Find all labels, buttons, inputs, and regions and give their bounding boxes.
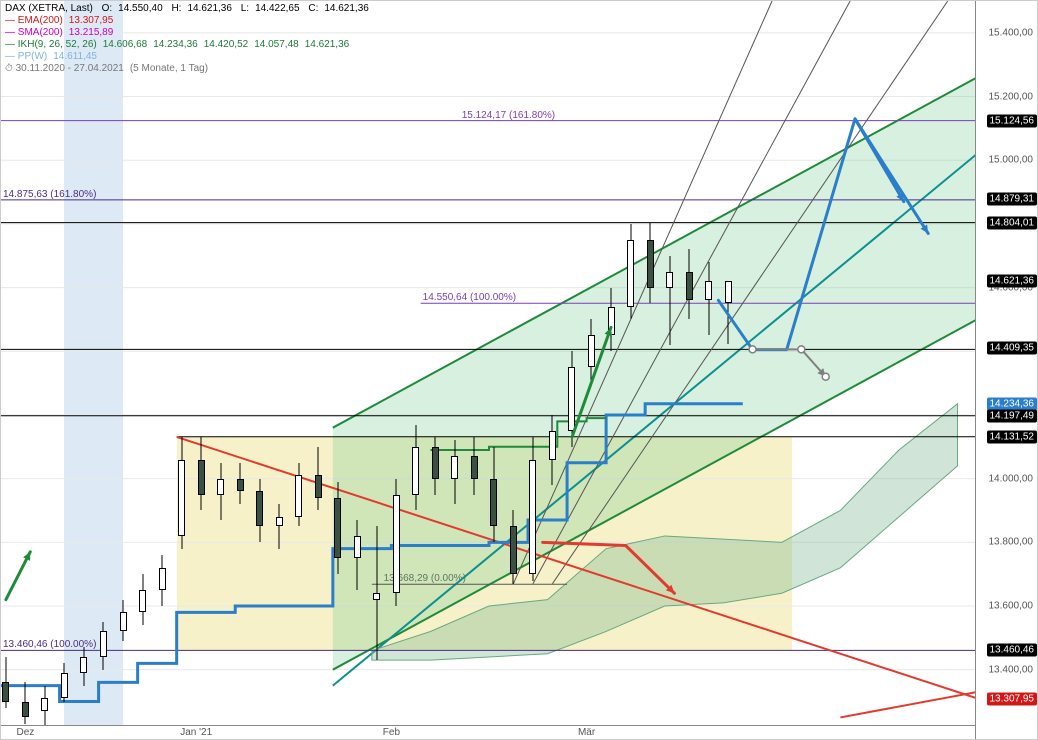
shaded-rect: [64, 1, 123, 725]
legend-row: — SMA(200)13.215,89: [5, 27, 375, 39]
candlestick[interactable]: [393, 479, 400, 606]
chart-root: DAX (XETRA, Last) O:14.550,40 H:14.621,3…: [0, 0, 1038, 740]
candlestick[interactable]: [159, 555, 166, 606]
plot-area[interactable]: 15.124,17 (161.80%) 14.875,63 (161.80%) 14…: [1, 1, 975, 725]
candlestick[interactable]: [334, 482, 341, 574]
shaded-rect: [177, 437, 792, 651]
candlestick[interactable]: [666, 256, 673, 345]
price-label: 15.124,56: [987, 114, 1038, 127]
legend-row: — PP(W)14.611,45: [5, 51, 375, 63]
legend-l-label: L:: [241, 3, 255, 14]
legend-panel: DAX (XETRA, Last) O:14.550,40 H:14.621,3…: [5, 3, 375, 75]
candlestick[interactable]: [139, 574, 146, 625]
candlestick[interactable]: [647, 223, 654, 304]
y-tick: 14.000,00: [989, 473, 1034, 484]
hline-label: 15.124,17 (161.80%): [460, 110, 557, 121]
y-tick: 15.400,00: [989, 27, 1034, 38]
price-label: 14.197,49: [987, 409, 1038, 422]
legend-symbol: DAX (XETRA, Last): [5, 3, 99, 14]
x-tick: Feb: [383, 727, 400, 738]
x-tick: Mär: [578, 727, 595, 738]
y-tick: 15.000,00: [989, 155, 1034, 166]
candlestick[interactable]: [432, 437, 439, 494]
price-label: 14.804,01: [987, 216, 1038, 229]
candlestick[interactable]: [315, 447, 322, 511]
candlestick[interactable]: [198, 437, 205, 510]
price-axis: 13.400,0013.600,0013.800,0014.000,0014.2…: [975, 1, 1037, 739]
candlestick[interactable]: [588, 319, 595, 383]
candlestick[interactable]: [256, 479, 263, 543]
x-tick: Dez: [16, 727, 34, 738]
legend-c: 14.621,36: [324, 3, 375, 14]
legend-title: DAX (XETRA, Last) O:14.550,40 H:14.621,3…: [5, 3, 375, 15]
candlestick[interactable]: [451, 440, 458, 504]
price-label: 14.409,35: [987, 342, 1038, 355]
candlestick[interactable]: [178, 437, 185, 548]
legend-o-label: O:: [102, 3, 119, 14]
candlestick[interactable]: [627, 224, 634, 320]
legend-row: — IKH(9, 26, 52, 26)14.606,6814.234,3614…: [5, 39, 375, 51]
candlestick[interactable]: [120, 600, 127, 641]
candlestick[interactable]: [295, 463, 302, 527]
candlestick[interactable]: [608, 288, 615, 352]
hline-label: 14.550,64 (100.00%): [421, 292, 518, 303]
candlestick[interactable]: [471, 437, 478, 494]
legend-c-label: C:: [308, 3, 324, 14]
candlestick[interactable]: [276, 504, 283, 549]
candlestick[interactable]: [61, 663, 68, 701]
candlestick[interactable]: [217, 463, 224, 520]
candlestick[interactable]: [705, 262, 712, 335]
price-label: 14.621,36: [987, 274, 1038, 287]
legend-l: 14.422,65: [255, 3, 306, 14]
legend-o: 14.550,40: [118, 3, 169, 14]
candlestick[interactable]: [2, 657, 9, 708]
candlestick[interactable]: [237, 463, 244, 504]
time-axis: Dez Jan '21 Feb Mär: [1, 725, 975, 739]
y-tick: 13.800,00: [989, 537, 1034, 548]
hline-label: 14.875,63 (161.80%): [1, 189, 98, 200]
candlestick[interactable]: [100, 622, 107, 670]
candlestick[interactable]: [529, 437, 536, 580]
price-label: 14.131,52: [987, 430, 1038, 443]
candlestick[interactable]: [354, 520, 361, 590]
candlestick[interactable]: [686, 249, 693, 319]
legend-row: — EMA(200)13.307,95: [5, 15, 375, 27]
price-label: 13.460,46: [987, 644, 1038, 657]
x-tick: Jan '21: [180, 727, 212, 738]
candlestick[interactable]: [490, 447, 497, 543]
y-tick: 15.200,00: [989, 91, 1034, 102]
candlestick[interactable]: [725, 281, 732, 344]
candlestick[interactable]: [412, 425, 419, 511]
y-tick: 13.600,00: [989, 601, 1034, 612]
candlestick[interactable]: [510, 510, 517, 583]
price-label: 14.879,31: [987, 192, 1038, 205]
price-label: 13.307,95: [987, 692, 1038, 705]
legend-row: ⏱ 30.11.2020 - 27.04.2021(5 Monate, 1 Ta…: [5, 63, 375, 75]
candlestick[interactable]: [568, 351, 575, 447]
candlestick[interactable]: [549, 415, 556, 485]
candlestick[interactable]: [22, 682, 29, 723]
legend-h: 14.621,36: [187, 3, 238, 14]
y-tick: 13.400,00: [989, 664, 1034, 675]
candlestick[interactable]: [41, 686, 48, 725]
candlestick[interactable]: [80, 647, 87, 685]
candlestick[interactable]: [373, 526, 380, 660]
legend-h-label: H:: [171, 3, 187, 14]
